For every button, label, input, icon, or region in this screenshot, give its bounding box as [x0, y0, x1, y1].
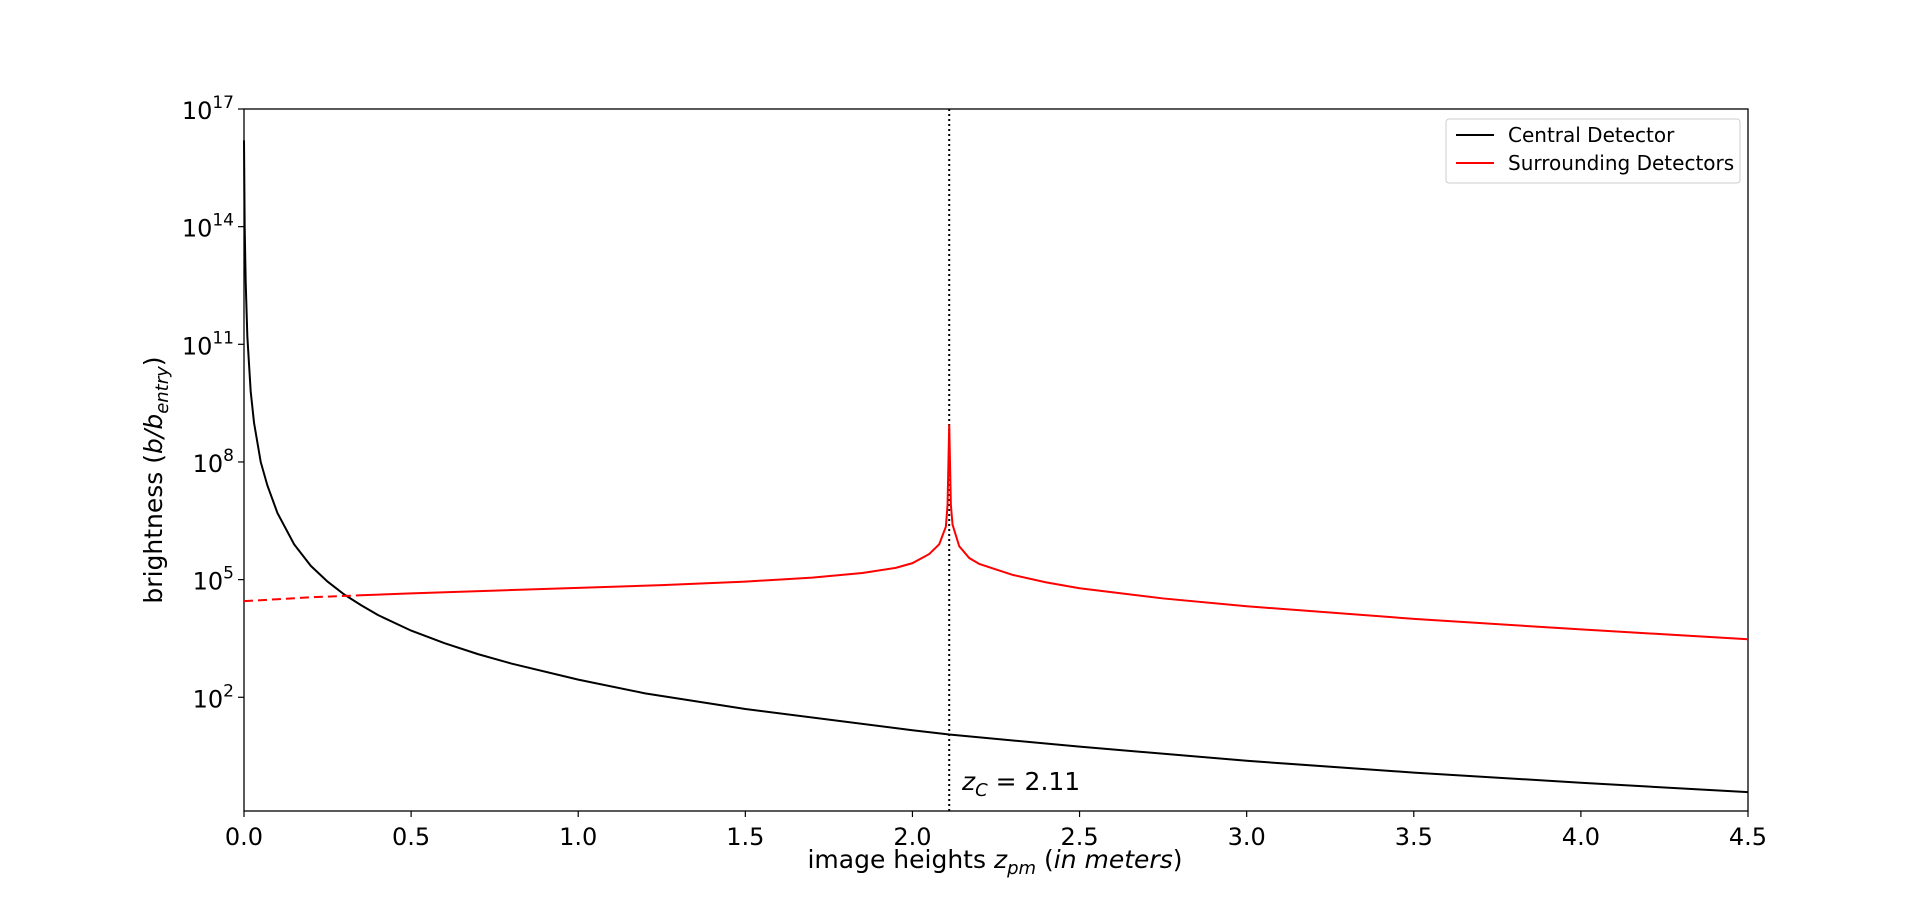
x-axis-label: image heights zpm (in meters) [807, 845, 1182, 879]
x-tick-label: 4.5 [1729, 823, 1767, 851]
series-line-surrounding-detectors [360, 424, 1749, 641]
y-tick-label: 102 [193, 681, 234, 713]
x-tick-label: 0.0 [225, 823, 263, 851]
x-axis-ticks: 0.0 0.5 1.0 1.5 2.0 2.5 3.0 3.5 4.0 4.5 [225, 811, 1767, 851]
legend-label-surrounding: Surrounding Detectors [1508, 151, 1734, 175]
series-line-surrounding-detectors-dashed [243, 594, 362, 603]
legend-label-central: Central Detector [1508, 123, 1675, 147]
x-tick-label: 4.0 [1562, 823, 1600, 851]
x-tick-label: 0.5 [392, 823, 430, 851]
legend-frame [1445, 118, 1741, 184]
x-tick-label: 3.5 [1395, 823, 1433, 851]
x-tick-label: 1.0 [559, 823, 597, 851]
x-tick-label: 3.0 [1228, 823, 1266, 851]
y-tick-label: 108 [193, 446, 234, 478]
x-tick-label: 2.0 [893, 823, 931, 851]
plot-area [243, 108, 1749, 812]
y-tick-label: 1011 [182, 328, 234, 360]
y-tick-label: 1017 [182, 93, 234, 125]
y-axis-ticks: 102 105 108 1011 1014 1017 [182, 93, 244, 713]
axes-frame [243, 108, 1749, 812]
x-tick-label: 2.5 [1060, 823, 1098, 851]
series-line-central-detector [243, 140, 1749, 794]
y-tick-label: 105 [193, 564, 234, 596]
critical-point-annotation: zC = 2.11 [961, 767, 1080, 801]
y-axis-label: brightness (b/bentry) [139, 356, 173, 603]
y-tick-label: 1014 [182, 211, 234, 243]
x-tick-label: 1.5 [726, 823, 764, 851]
legend: Central Detector Surrounding Detectors [1445, 118, 1741, 184]
